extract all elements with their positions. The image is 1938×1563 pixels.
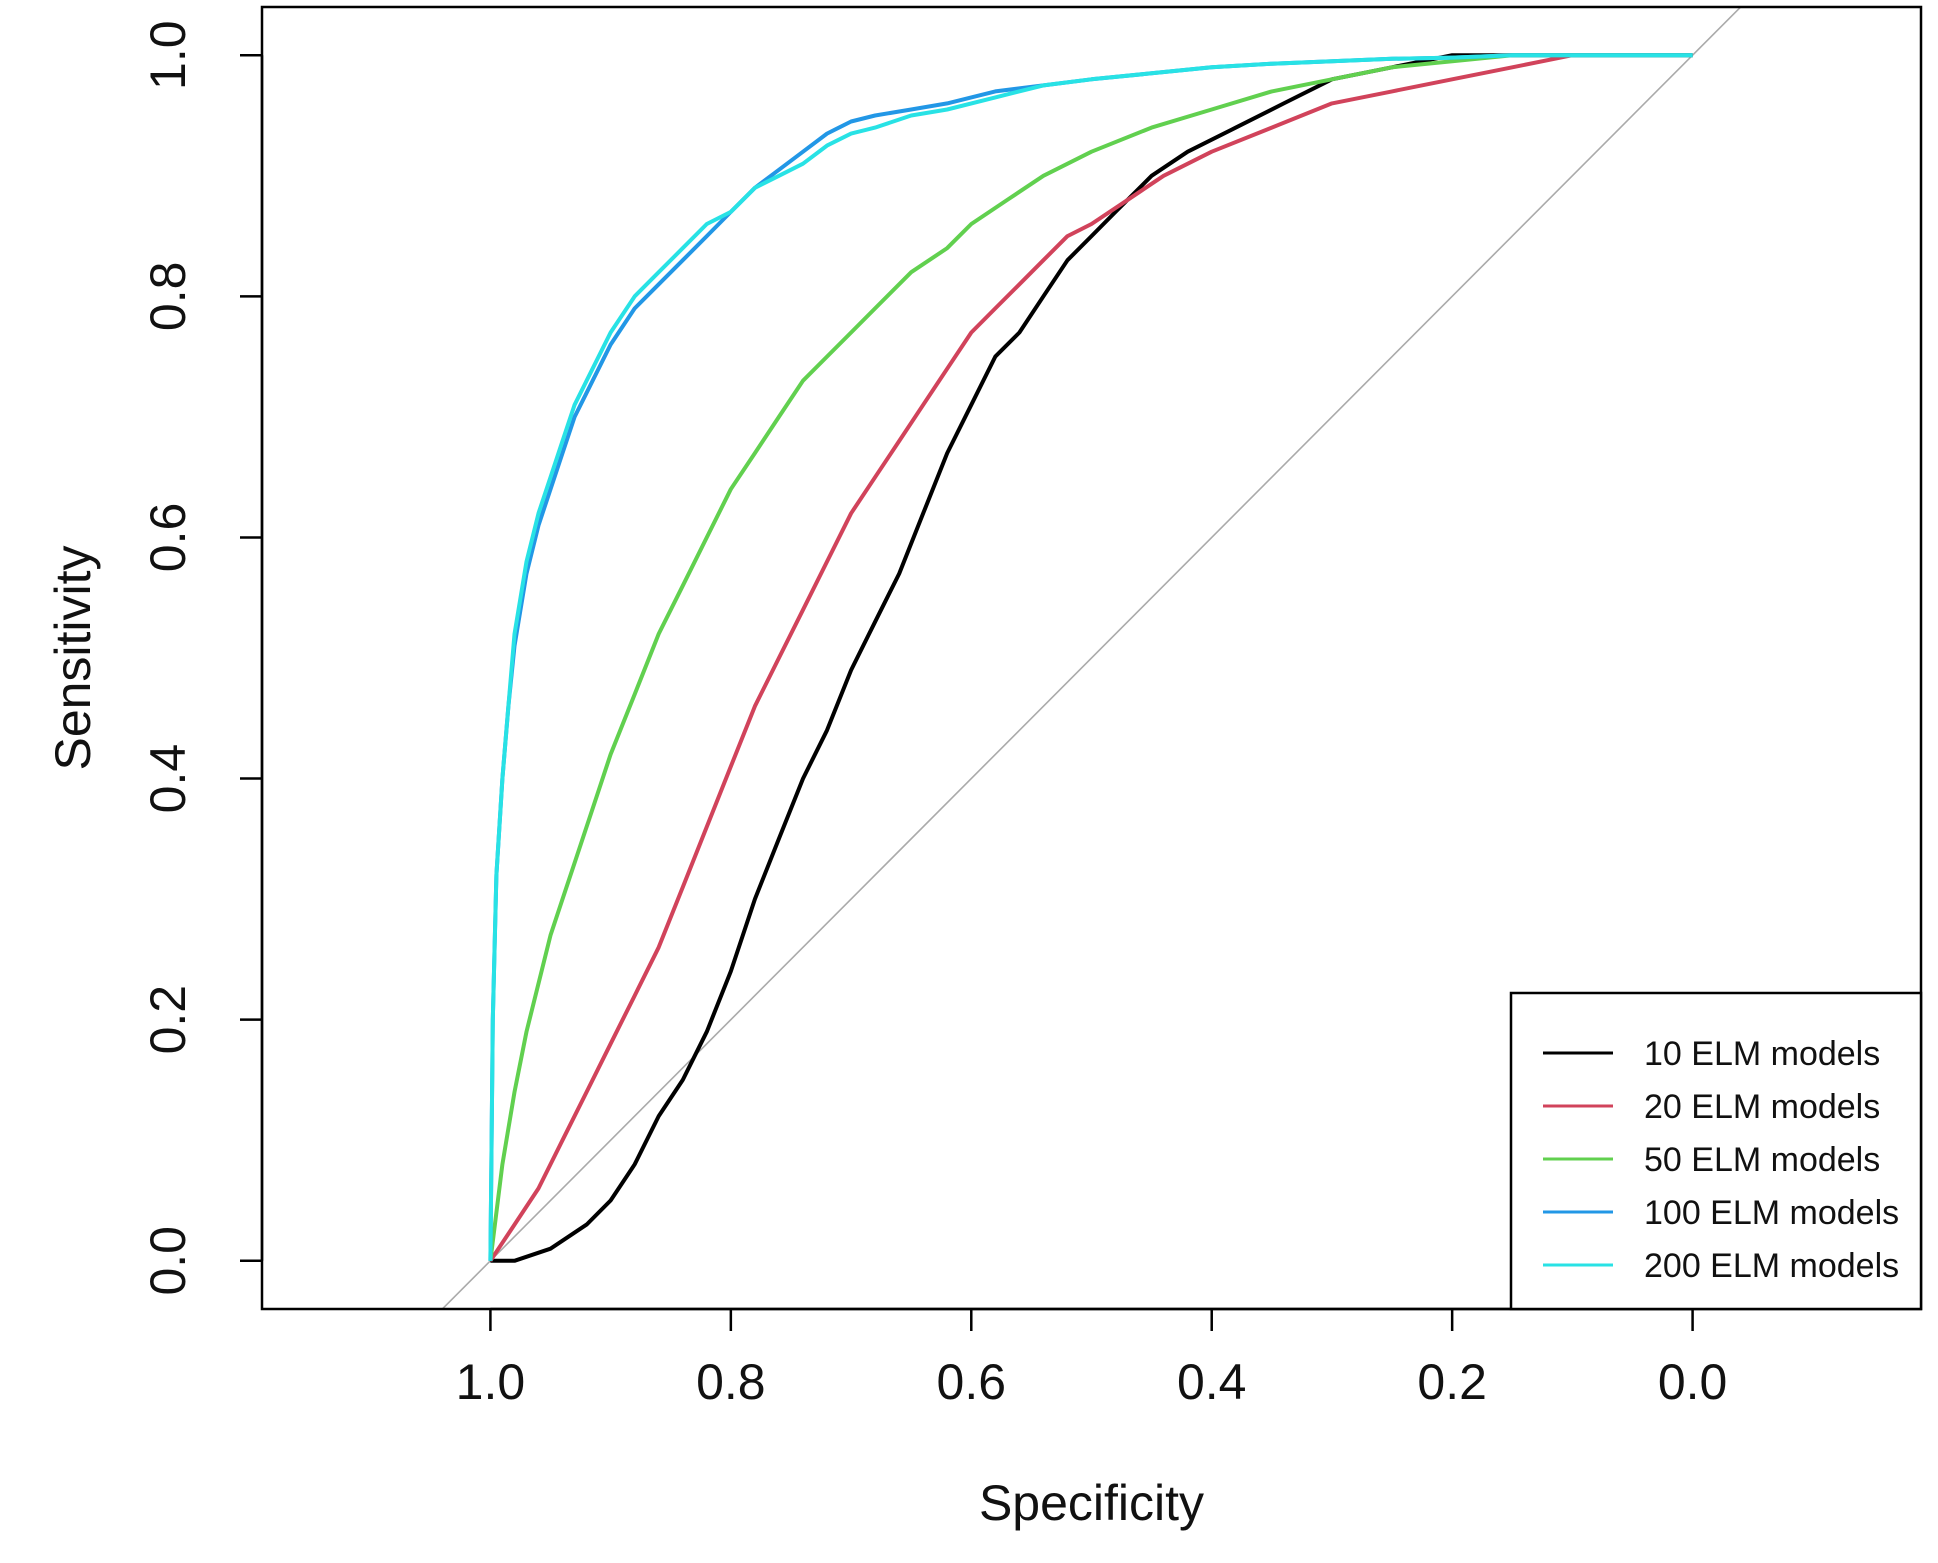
plot-layer [441, 7, 1742, 1309]
legend-label: 20 ELM models [1644, 1088, 1880, 1126]
x-tick-label: 0.0 [1658, 1354, 1728, 1410]
legend-box [1509, 991, 1923, 1311]
y-tick-label: 0.0 [140, 1226, 196, 1296]
y-tick-label: 0.8 [140, 262, 196, 332]
axes-layer: 1.0 0.8 0.6 0.4 0.2 0.0 0.0 0.2 0.4 0.6 0.8 1.0 [140, 5, 1923, 1410]
x-tick-label: 0.2 [1417, 1354, 1487, 1410]
legend-label: 50 ELM models [1644, 1141, 1880, 1179]
y-tick-label: 1.0 [140, 20, 196, 90]
series-line-5 [488, 53, 1693, 1261]
series-line-2 [488, 53, 1693, 1262]
x-axis-title: Specificity [979, 1475, 1204, 1531]
reference-diagonal-line [441, 7, 1742, 1309]
legend-label: 100 ELM models [1644, 1194, 1899, 1232]
y-tick-label: 0.6 [140, 503, 196, 573]
y-axis-title: Sensitivity [45, 545, 101, 770]
x-tick-label: 0.4 [1177, 1354, 1247, 1410]
y-tick-label: 0.4 [140, 744, 196, 814]
legend-label: 10 ELM models [1644, 1035, 1880, 1073]
x-tick-label: 0.6 [937, 1354, 1007, 1410]
legend: 10 ELM models 20 ELM models 50 ELM models 1… [1509, 991, 1923, 1311]
x-tick-label: 1.0 [456, 1354, 526, 1410]
y-tick-label: 0.2 [140, 985, 196, 1055]
x-tick-label: 0.8 [696, 1354, 766, 1410]
series-line-3 [488, 53, 1693, 1262]
legend-label: 200 ELM models [1644, 1247, 1899, 1285]
